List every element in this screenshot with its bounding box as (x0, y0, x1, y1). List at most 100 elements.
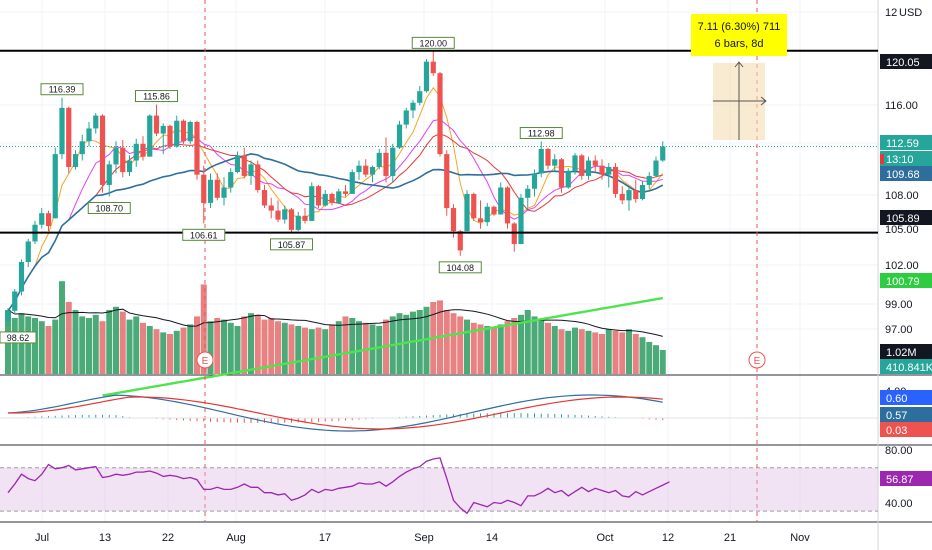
time-tick-label: 22 (162, 532, 174, 544)
volume-bar (65, 302, 72, 374)
volume-bar (545, 322, 551, 374)
macd-tag: 0.57 (886, 410, 907, 422)
time-tick-label: Nov (790, 532, 810, 544)
volume-bar (275, 321, 281, 374)
candle-body (261, 190, 268, 206)
volume-bar (302, 327, 308, 374)
volume-bar (207, 321, 214, 374)
macd-tag-bg (880, 407, 932, 422)
candle-body (295, 215, 301, 230)
candle-body (342, 191, 349, 194)
volume-bar (72, 310, 79, 374)
candle-body (369, 166, 376, 175)
price-tag: 112.59 (886, 138, 919, 150)
rsi-tick-label: 40.00 (885, 498, 913, 510)
extreme-label-box (87, 201, 131, 214)
volume-bar (52, 319, 59, 374)
candle-body (86, 128, 92, 142)
volume-bar (315, 327, 322, 374)
time-tick-label: 21 (724, 532, 736, 544)
candle-body (525, 188, 531, 198)
volume-bar (477, 324, 484, 374)
volume-bar (200, 284, 207, 374)
volume-bar (295, 326, 302, 374)
volume-bar (254, 314, 261, 374)
rsi-tag: 56.87 (886, 474, 914, 486)
volume-bar (464, 319, 470, 374)
price-tick-label: 105.00 (885, 224, 919, 236)
volume-bar (18, 313, 25, 374)
macd-pane (0, 394, 878, 432)
rsi-tag-bg (880, 471, 932, 486)
price-tag: 105.89 (886, 213, 920, 225)
candle-body (491, 206, 497, 215)
volume-bar (538, 319, 545, 374)
volume-bar (281, 322, 288, 374)
volume-bar (167, 334, 173, 374)
candle-body (106, 164, 112, 185)
candle-body (187, 122, 193, 142)
volume-bar (403, 314, 410, 374)
volume-bar (349, 318, 356, 374)
price-tag-bg (880, 273, 932, 288)
candle-body (39, 213, 45, 225)
candle-body (66, 107, 72, 167)
price-tag: 100.79 (886, 276, 920, 288)
time-tick-label: Oct (596, 532, 613, 544)
price-tag: 120.05 (886, 57, 920, 69)
candle-body (221, 187, 227, 198)
volume-bar (356, 321, 362, 374)
volume-bar (504, 321, 511, 374)
macd-tag: 0.60 (886, 393, 907, 405)
rsi-pane (0, 457, 878, 515)
candle-body (45, 213, 52, 227)
candle-body (646, 175, 652, 185)
volume-bar (329, 324, 335, 374)
volume-bar (153, 329, 160, 374)
volume-bar (585, 330, 592, 374)
volume-bar (457, 316, 464, 374)
volume-bar (45, 326, 52, 374)
volume-bar (416, 310, 423, 374)
extreme-label: 112.98 (528, 129, 555, 139)
candle-body (390, 147, 396, 176)
extreme-label: 98.62 (7, 333, 30, 343)
candle-body (126, 160, 133, 173)
candle-body (25, 241, 31, 262)
extreme-label: 108.70 (95, 203, 123, 213)
candle-body (498, 187, 504, 215)
volume-bar (565, 330, 572, 374)
candle-body (511, 223, 517, 245)
candle-body (383, 152, 389, 176)
candle-body (633, 190, 639, 200)
candle-body (248, 164, 254, 176)
macd-tag-bg (880, 422, 932, 437)
volume-bar (187, 324, 194, 374)
volume-bar (646, 342, 653, 374)
volume-bar (605, 329, 612, 374)
time-tick-label: 13 (99, 532, 111, 544)
candle-body (531, 173, 538, 189)
volume-bar (497, 324, 504, 374)
macd-line (7, 394, 663, 432)
candle-body (444, 154, 450, 209)
price-tag-bg (880, 54, 932, 69)
volume-ma-tag-bg (880, 359, 932, 374)
candles (5, 51, 666, 326)
measure-arrow-up (734, 61, 744, 68)
candle-body (450, 208, 457, 232)
extreme-label: 105.87 (278, 240, 306, 250)
candle-body (201, 174, 207, 203)
time-tick-label: Aug (226, 532, 246, 544)
candle-body (464, 193, 470, 232)
volume-bar (524, 310, 531, 374)
volume-bar (194, 316, 200, 374)
volume-bar (214, 318, 221, 374)
candle-body (376, 152, 382, 167)
candle-body (93, 115, 99, 129)
extreme-label-box (438, 261, 482, 274)
extreme-label: 115.86 (143, 92, 170, 102)
extreme-label-box (135, 90, 178, 103)
candle-body (99, 115, 106, 185)
